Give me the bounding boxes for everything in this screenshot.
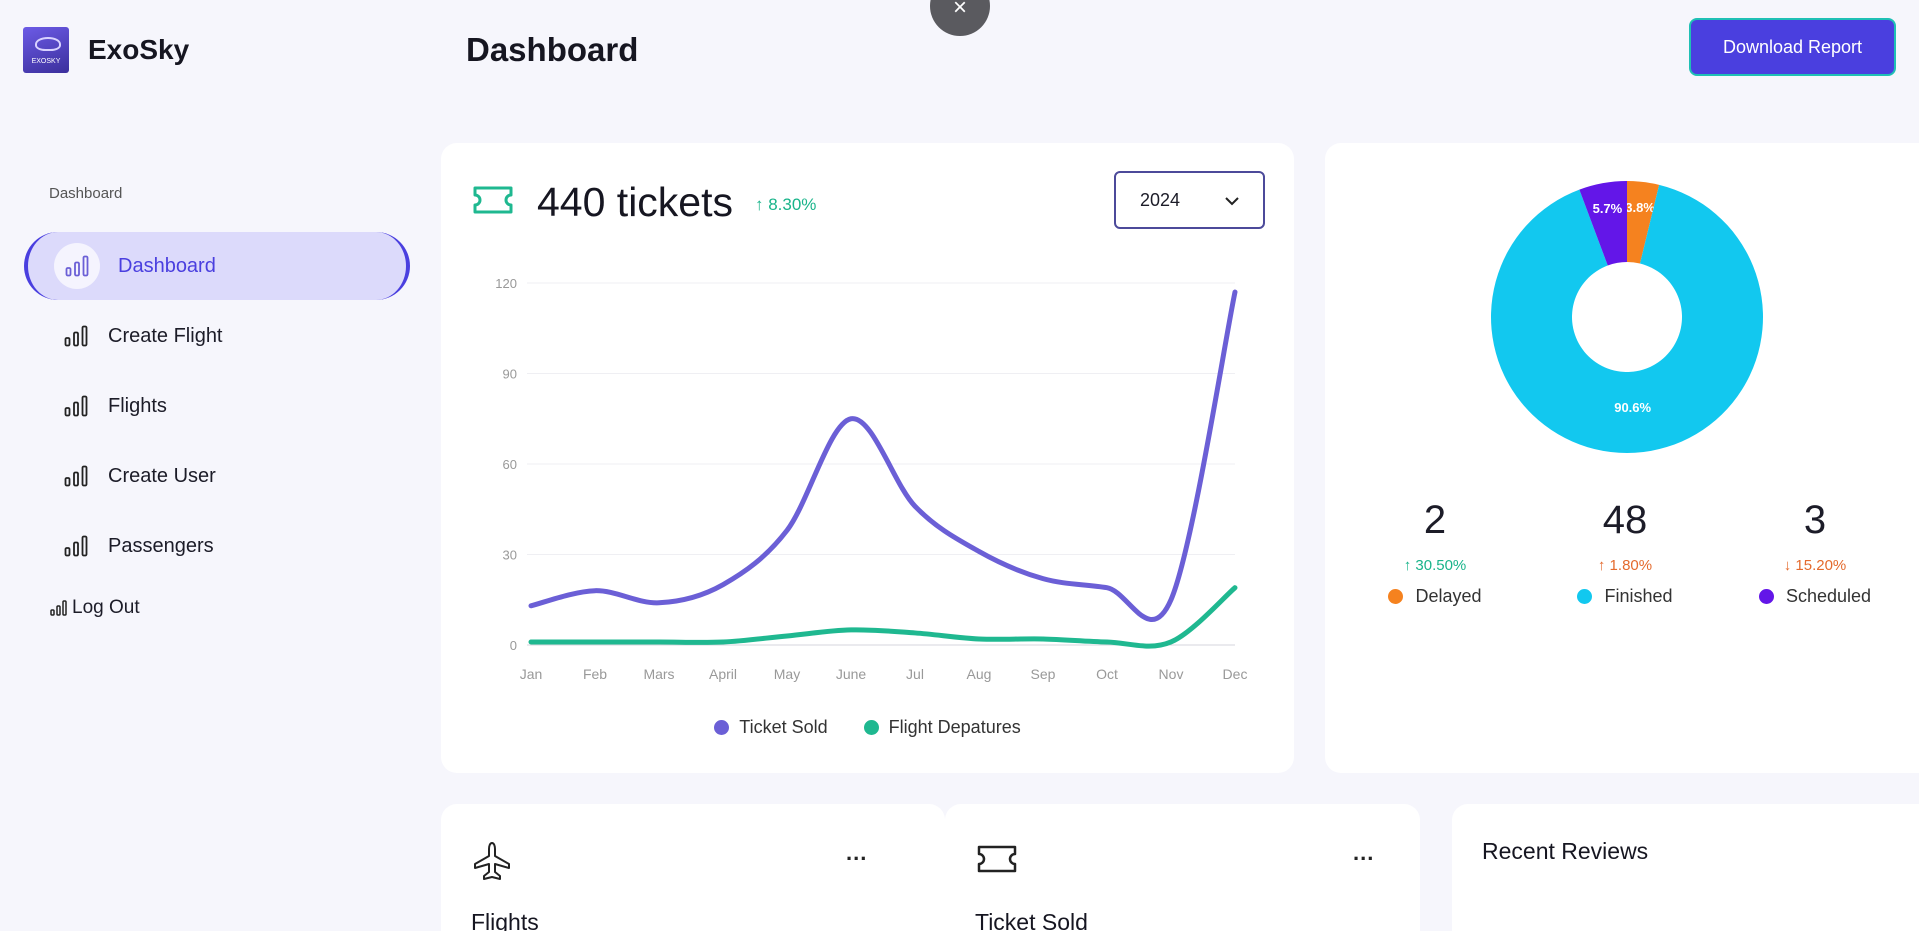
x-tick-label: Mars xyxy=(643,666,674,682)
sidebar-item-label: Create Flight xyxy=(108,324,223,347)
stat-label: Delayed xyxy=(1415,586,1482,606)
tickets-summary: 440 tickets ↑ 8.30% xyxy=(471,179,816,226)
stat-finished: 48 ↑ 1.80% Finished xyxy=(1525,498,1725,607)
tickets-count: 440 tickets xyxy=(537,179,733,225)
sidebar-item-label: Passengers xyxy=(108,534,214,557)
ticket-icon xyxy=(975,844,1019,879)
sidebar-item-flights[interactable]: Flights xyxy=(24,372,410,440)
slice-scheduled[interactable] xyxy=(1579,181,1627,266)
stat-change: ↑ 1.80% xyxy=(1597,557,1653,574)
stat-label-row: Scheduled xyxy=(1715,586,1915,607)
chevron-down-icon xyxy=(1225,190,1239,211)
recent-reviews-title: Recent Reviews xyxy=(1482,838,1649,864)
legend-dot xyxy=(863,720,879,735)
bar-chart-icon xyxy=(60,325,92,347)
y-tick-label: 120 xyxy=(495,276,517,291)
y-tick-label: 90 xyxy=(503,367,517,382)
recent-reviews-card: Recent Reviews xyxy=(1452,804,1919,931)
stat-label: Finished xyxy=(1604,586,1673,606)
x-tick-label: Feb xyxy=(583,666,607,682)
x-tick-label: Oct xyxy=(1096,666,1118,682)
bar-chart-icon xyxy=(54,243,100,289)
x-tick-label: May xyxy=(774,666,800,682)
line-chart-legend: Ticket Sold Flight Depatures xyxy=(441,717,1294,738)
download-report-button[interactable]: Download Report xyxy=(1689,18,1896,76)
close-icon: × xyxy=(952,0,967,21)
slice-finished[interactable] xyxy=(1491,184,1763,454)
stat-label-row: Finished xyxy=(1525,586,1725,607)
legend-dot xyxy=(714,720,730,735)
y-tick-label: 60 xyxy=(503,457,517,472)
sidebar-item-dashboard[interactable]: Dashboard xyxy=(24,232,410,300)
y-tick-label: 0 xyxy=(510,638,517,653)
stat-label-row: Delayed xyxy=(1335,586,1535,607)
tickets-delta: ↑ 8.30% xyxy=(755,194,817,214)
x-tick-label: Nov xyxy=(1159,666,1184,682)
sidebar-section-label: Dashboard xyxy=(49,185,123,202)
slice-label: 3.8% xyxy=(1625,200,1655,215)
legend-dot xyxy=(1758,589,1774,604)
logo-icon: EXOSKY xyxy=(23,27,69,73)
legend-dot xyxy=(1577,589,1593,604)
flights-card-title: Flights xyxy=(471,909,539,931)
sidebar-item-label: Create User xyxy=(108,464,216,487)
x-tick-label: April xyxy=(709,666,737,682)
x-tick-label: Aug xyxy=(967,666,992,682)
bar-chart-icon xyxy=(60,465,92,487)
series-line-flight-depatures xyxy=(528,585,1238,649)
bar-chart-icon xyxy=(60,535,92,557)
stat-change: ↓ 15.20% xyxy=(1783,557,1847,574)
brand-logo[interactable]: EXOSKY ExoSky xyxy=(23,27,189,73)
flights-card: ... Flights xyxy=(441,804,945,931)
sidebar-item-create-user[interactable]: Create User xyxy=(24,442,410,510)
sidebar-item-create-flight[interactable]: Create Flight xyxy=(24,302,410,370)
ticket-icon xyxy=(471,185,515,220)
legend-label: Flight Depatures xyxy=(888,717,1021,737)
flight-status-donut-chart: 3.8% 90.6% 5.7% xyxy=(1491,181,1763,454)
brand-name: ExoSky xyxy=(88,34,190,65)
x-tick-label: June xyxy=(836,666,867,682)
stat-scheduled: 3 ↓ 15.20% Scheduled xyxy=(1715,498,1915,607)
logout-link[interactable]: Log Out xyxy=(50,597,140,619)
stat-label: Scheduled xyxy=(1785,586,1872,606)
bar-chart-icon xyxy=(60,395,92,417)
flight-status-card: 3.8% 90.6% 5.7% 2 ↑ 30.50% Delayed 48 ↑ 1.… xyxy=(1325,143,1919,773)
stat-change: ↑ 30.50% xyxy=(1403,557,1467,574)
ticket-sold-card-title: Ticket Sold xyxy=(975,909,1088,931)
stat-value: 2 xyxy=(1423,498,1447,542)
x-tick-label: Dec xyxy=(1223,666,1248,682)
legend-item[interactable]: Ticket Sold xyxy=(714,717,828,738)
slice-label: 90.6% xyxy=(1614,400,1651,415)
sidebar-item-label: Dashboard xyxy=(118,254,216,277)
bar-chart-icon xyxy=(50,600,68,616)
flights-more-button[interactable]: ... xyxy=(846,840,868,865)
year-select[interactable]: 2024 xyxy=(1114,171,1265,229)
sidebar-item-passengers[interactable]: Passengers xyxy=(24,512,410,580)
legend-dot xyxy=(1388,589,1404,604)
legend-label: Ticket Sold xyxy=(739,717,828,737)
stat-delayed: 2 ↑ 30.50% Delayed xyxy=(1335,498,1535,607)
sidebar-item-label: Flights xyxy=(108,394,167,417)
sidebar-nav: Dashboard Create Flight Flights Create User… xyxy=(24,232,410,582)
airplane-icon xyxy=(471,840,513,887)
year-value: 2024 xyxy=(1140,189,1181,210)
page-title: Dashboard xyxy=(466,31,639,68)
stat-value: 3 xyxy=(1803,498,1827,542)
stat-value: 48 xyxy=(1602,498,1648,542)
series-line-ticket-sold xyxy=(528,289,1238,622)
logout-label: Log Out xyxy=(72,597,140,618)
slice-label: 5.7% xyxy=(1593,201,1623,216)
slice-delayed[interactable] xyxy=(1627,181,1660,264)
ticket-sold-card: ... Ticket Sold xyxy=(945,804,1420,931)
x-tick-label: Jan xyxy=(520,666,543,682)
ticket-sold-more-button[interactable]: ... xyxy=(1353,840,1375,865)
tickets-chart-card: 440 tickets ↑ 8.30% 2024 0 30 60 90 120 Jan Fe… xyxy=(441,143,1294,773)
tickets-line-chart: 0 30 60 90 120 Jan Feb Mars April May June Jul Aug Se… xyxy=(495,276,1248,682)
close-button[interactable]: × xyxy=(930,0,990,36)
x-tick-label: Jul xyxy=(906,666,924,682)
x-tick-label: Sep xyxy=(1031,666,1056,682)
legend-item[interactable]: Flight Depatures xyxy=(863,717,1021,738)
y-tick-label: 30 xyxy=(503,548,517,563)
